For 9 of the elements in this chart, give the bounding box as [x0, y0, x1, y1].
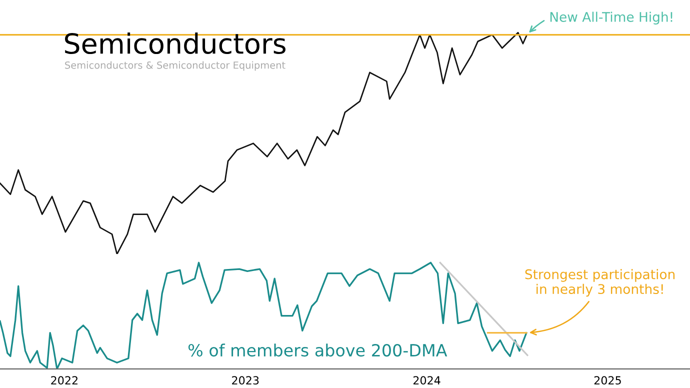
annotation: Strongest participation in nearly 3 months! [525, 269, 675, 297]
chart-title: Semiconductors [65, 32, 286, 54]
x-tick-label: 2025 [594, 376, 621, 385]
annotation: New All-Time High! [550, 12, 672, 25]
series-label: % of members above 200-DMA [188, 344, 448, 357]
x-tick-label: 2023 [232, 376, 259, 385]
x-tick-label: 2024 [413, 376, 440, 385]
x-tick-label: 2022 [51, 376, 78, 385]
text: Semiconductors & Semiconductor Equipment [65, 61, 286, 71]
